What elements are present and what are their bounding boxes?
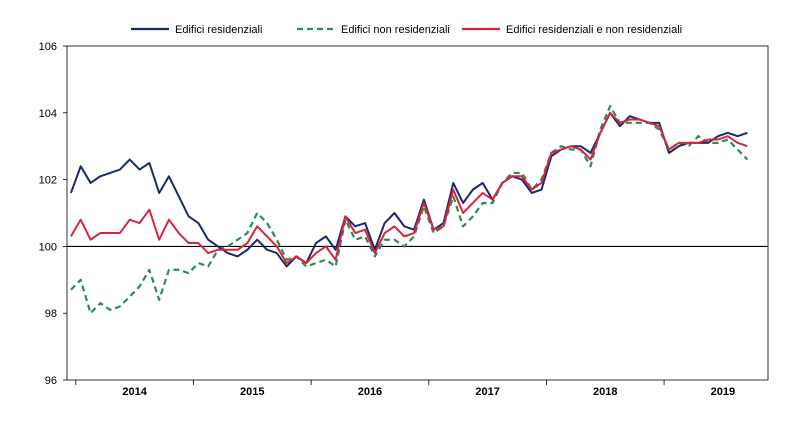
series-line-residenziali xyxy=(69,111,748,268)
y-tick-label: 98 xyxy=(45,308,57,320)
x-tick-label-year: 2019 xyxy=(711,386,735,398)
y-tick-label: 104 xyxy=(39,108,57,120)
series-line-totale xyxy=(70,111,748,265)
y-tick-label: 102 xyxy=(39,175,57,187)
x-tick-label-year: 2016 xyxy=(358,386,382,398)
x-tick-label-year: 2018 xyxy=(593,386,617,398)
x-tick-label-year: 2015 xyxy=(240,386,264,398)
legend-label: Edifici residenziali e non residenziali xyxy=(506,24,682,36)
y-tick-label: 100 xyxy=(39,241,57,253)
plot-area-border xyxy=(66,45,769,381)
legend: Edifici residenziali Edifici non residenz… xyxy=(131,24,682,36)
y-tick-label: 96 xyxy=(45,375,57,387)
legend-label: Edifici non residenziali xyxy=(341,24,450,36)
x-tick-label-year: 2014 xyxy=(122,386,147,398)
series-line-non-residenziali xyxy=(70,105,749,315)
x-tick-label-year: 2017 xyxy=(475,386,499,398)
legend-label: Edifici residenziali xyxy=(175,24,262,36)
y-tick-label: 106 xyxy=(39,41,57,53)
